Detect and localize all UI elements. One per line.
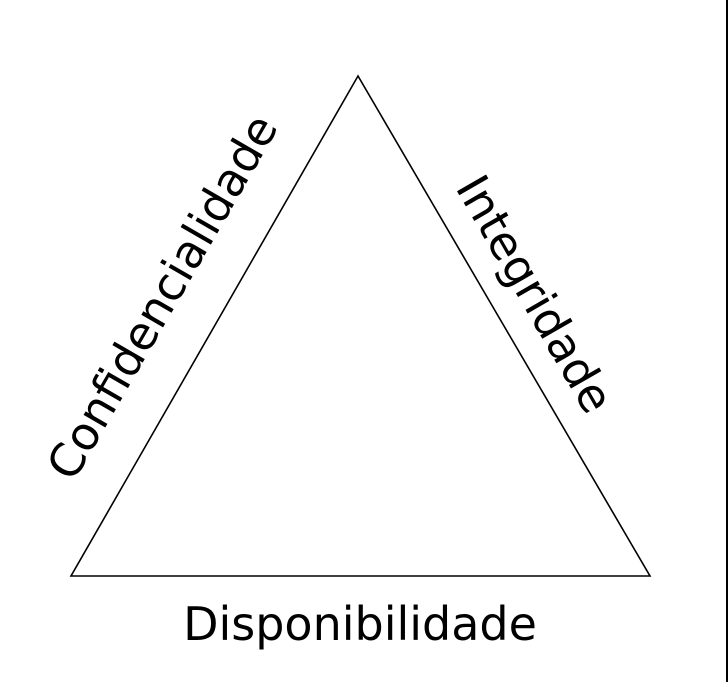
label-left-side: Confidencialidade: [36, 105, 289, 489]
label-bottom-side: Disponibilidade: [183, 597, 537, 651]
triangle-shape: [69, 74, 652, 577]
label-right-side: Integridade: [445, 166, 624, 422]
right-edge-border: [726, 0, 728, 682]
